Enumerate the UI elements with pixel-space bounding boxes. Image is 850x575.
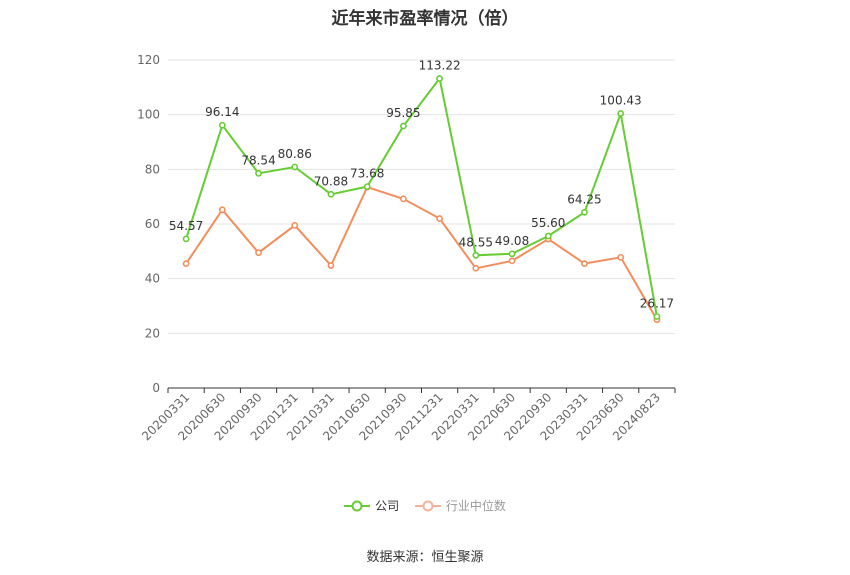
data-label: 70.88 — [314, 174, 348, 188]
data-point-company — [617, 110, 625, 117]
data-point-industry-median — [182, 260, 190, 268]
data-label: 48.55 — [459, 235, 493, 249]
y-tick-label: 80 — [145, 162, 160, 176]
data-point-company — [182, 235, 190, 243]
data-label: 100.43 — [600, 93, 642, 107]
source-note: 数据来源：恒生聚源 — [366, 550, 484, 565]
data-point-company — [581, 208, 588, 216]
data-point-industry-median — [255, 249, 262, 257]
data-label: 49.08 — [495, 234, 529, 248]
axes — [167, 387, 676, 393]
series-points — [182, 75, 661, 324]
series-line-company — [185, 76, 658, 317]
data-point-company — [544, 232, 552, 240]
data-label: 54.57 — [169, 219, 203, 233]
data-point-industry-median — [291, 221, 299, 229]
legend: 公司 行业中位数 — [0, 497, 850, 515]
data-point-industry-median — [508, 257, 516, 265]
x-tick-labels: 2020033120200630202009302020123120210331… — [139, 390, 663, 443]
data-point-company — [327, 190, 335, 198]
data-point-industry-median — [617, 253, 625, 261]
data-point-company — [508, 250, 516, 258]
data-point-company — [291, 163, 299, 171]
data-point-company — [436, 75, 444, 82]
data-label: 96.14 — [205, 105, 239, 119]
data-label: 73.68 — [350, 167, 384, 181]
data-point-industry-median — [581, 260, 588, 268]
y-tick-label: 60 — [145, 217, 160, 231]
legend-item-company[interactable]: 公司 — [344, 497, 399, 514]
legend-item-industry-median[interactable]: 行业中位数 — [414, 497, 506, 514]
data-point-company — [218, 121, 226, 129]
data-point-company — [399, 122, 407, 130]
data-label: 113.22 — [419, 59, 461, 73]
data-label: 78.54 — [241, 153, 275, 167]
data-point-industry-median — [436, 215, 444, 222]
y-tick-label: 40 — [145, 272, 160, 286]
y-tick-label: 20 — [145, 326, 160, 340]
legend-company-marker — [344, 500, 371, 511]
data-point-company — [255, 169, 262, 177]
data-label: 55.60 — [531, 216, 565, 230]
data-label: 95.85 — [386, 106, 420, 120]
data-point-industry-median — [472, 264, 480, 272]
data-label: 26.17 — [640, 296, 674, 310]
y-tick-label: 0 — [152, 381, 160, 395]
grid-lines — [168, 59, 675, 334]
data-point-company — [653, 313, 661, 320]
y-tick-labels: 0 20 40 60 80 100 120 — [137, 53, 160, 395]
data-point-company — [472, 251, 480, 259]
data-point-industry-median — [399, 195, 407, 203]
data-point-industry-median — [327, 262, 335, 269]
y-tick-label: 120 — [137, 53, 160, 67]
series-line-industry-median — [185, 185, 658, 321]
legend-median-marker — [414, 500, 441, 511]
y-tick-label: 100 — [137, 108, 160, 122]
data-label: 64.25 — [567, 192, 601, 206]
data-point-company — [363, 183, 371, 191]
legend-label-industry-median: 行业中位数 — [445, 499, 506, 513]
data-label: 80.86 — [278, 147, 312, 161]
series-lines — [185, 76, 658, 321]
legend-label-company: 公司 — [375, 499, 400, 513]
chart-title: 近年来市盈率情况（倍） — [331, 9, 519, 29]
data-point-industry-median — [218, 206, 226, 214]
